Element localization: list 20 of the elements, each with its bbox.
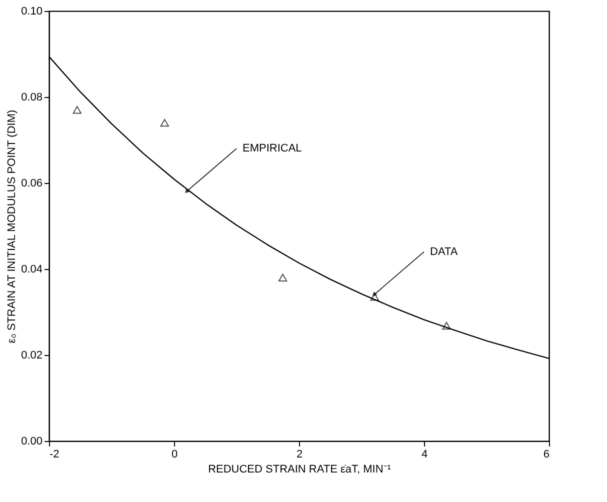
annotation: DATA [430,246,458,258]
y-tick-label: 0.00 [21,436,42,448]
y-tick-label: 0.04 [21,264,42,276]
annotation: EMPIRICAL [242,142,302,155]
x-tick-label: 6 [543,448,550,460]
point [370,293,379,301]
x-tick-label: 0 [171,448,178,460]
y-tick-label: 0.06 [21,178,42,190]
x-axis-title: REDUCED STRAIN RATE ε̇aT, MIN⁻¹ [208,464,392,476]
x-tick-label: -2 [50,448,60,460]
y-tick-label: 0.02 [21,350,42,362]
y-axis-title: ε₀ STRAIN AT INITIAL MODULUS POINT (DIM) [6,110,18,344]
y-tick-label: 0.08 [21,92,42,104]
point [442,322,451,330]
point [160,118,169,127]
point [278,274,288,282]
y-tick-label: 0.10 [21,6,42,18]
x-tick-label: 2 [296,448,303,460]
x-tick-label: 4 [421,448,428,460]
point [72,106,82,114]
